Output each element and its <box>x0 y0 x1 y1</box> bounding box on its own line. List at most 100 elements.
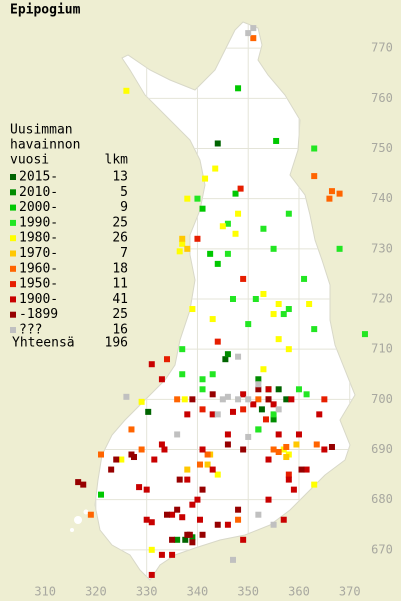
observation-square <box>158 441 165 448</box>
observation-square <box>232 230 239 237</box>
observation-square <box>255 426 262 433</box>
observation-square <box>224 250 231 257</box>
observation-square <box>235 85 242 92</box>
observation-square <box>87 511 94 518</box>
observation-square <box>214 471 221 478</box>
y-tick-label: 690 <box>371 442 393 456</box>
observation-square <box>311 326 318 333</box>
count-header: lkm <box>105 153 129 168</box>
observation-square <box>186 531 193 538</box>
observation-square <box>245 433 252 440</box>
observation-square <box>184 245 191 252</box>
observation-square <box>148 361 155 368</box>
observation-square <box>98 491 105 498</box>
observation-square <box>209 316 216 323</box>
observation-square <box>285 471 292 478</box>
observation-square <box>250 401 257 408</box>
observation-square <box>199 486 206 493</box>
observation-square <box>275 301 282 308</box>
observation-square <box>161 446 168 453</box>
observation-square <box>202 175 209 182</box>
observation-square <box>270 245 277 252</box>
legend-swatch <box>10 281 16 288</box>
y-tick-label: 760 <box>371 91 393 105</box>
legend-label: ??? <box>19 323 42 338</box>
observation-square <box>212 165 219 172</box>
observation-square <box>311 173 318 180</box>
observation-square <box>295 431 302 438</box>
legend-label: 2015- <box>19 170 58 185</box>
y-tick-label: 700 <box>371 392 393 406</box>
observation-square <box>245 30 252 37</box>
observation-square <box>240 446 247 453</box>
observation-square <box>328 443 335 450</box>
observation-square <box>204 451 211 458</box>
observation-square <box>250 25 257 32</box>
observation-square <box>98 451 105 458</box>
observation-square <box>255 396 262 403</box>
observation-square <box>237 185 244 192</box>
y-tick-label: 680 <box>371 492 393 506</box>
x-tick-label: 340 <box>187 585 209 599</box>
legend-label: 1970- <box>19 246 58 261</box>
observation-square <box>298 466 305 473</box>
observation-square <box>235 396 242 403</box>
observation-square <box>174 536 181 543</box>
observation-square <box>209 466 216 473</box>
observation-square <box>306 301 313 308</box>
x-tick-label: 370 <box>339 585 361 599</box>
legend-label: 1960- <box>19 261 58 276</box>
legend-swatch <box>10 235 16 242</box>
observation-square <box>219 396 226 403</box>
observation-square <box>143 516 150 523</box>
observation-square <box>283 396 290 403</box>
legend-count: 7 <box>120 246 128 261</box>
observation-square <box>235 353 242 360</box>
observation-square <box>235 506 242 513</box>
observation-square <box>265 396 272 403</box>
observation-square <box>214 411 221 418</box>
observation-square <box>224 521 231 528</box>
observation-square <box>209 391 216 398</box>
islands <box>70 509 89 532</box>
observation-square <box>189 539 196 546</box>
observation-square <box>163 511 170 518</box>
legend-label: 2000- <box>19 200 58 215</box>
legend-swatch <box>10 327 16 333</box>
legend-label: 2010- <box>19 185 58 200</box>
observation-square <box>169 536 176 543</box>
observation-square <box>328 188 335 195</box>
observation-square <box>176 476 183 483</box>
observation-square <box>275 386 282 393</box>
observation-square <box>245 321 252 328</box>
legend-count: 41 <box>112 292 128 307</box>
observation-square <box>240 536 247 543</box>
ticks: 310 320 330 340 350 360 370 670 680 690 700 710 720 7… <box>34 41 393 599</box>
observation-square <box>138 446 145 453</box>
legend-count: 26 <box>112 231 128 246</box>
observation-square <box>250 35 257 42</box>
observation-square <box>311 145 318 152</box>
observation-square <box>240 275 247 282</box>
observation-square <box>214 260 221 267</box>
observation-square <box>258 406 265 413</box>
legend-label: 1980- <box>19 231 58 246</box>
observation-square <box>285 306 292 313</box>
legend-swatch <box>10 265 16 272</box>
observation-square <box>181 396 188 403</box>
observation-square <box>194 235 201 242</box>
observation-square <box>184 466 191 473</box>
observation-square <box>270 521 277 528</box>
observation-square <box>219 223 226 230</box>
observation-square <box>184 411 191 418</box>
observation-square <box>224 220 231 227</box>
observation-square <box>179 346 186 353</box>
observation-square <box>199 376 206 383</box>
observation-square <box>151 456 158 463</box>
legend-swatch <box>10 250 16 257</box>
observation-square <box>158 551 165 558</box>
legend-swatch <box>10 174 16 180</box>
observation-square <box>182 536 189 543</box>
observation-square <box>179 235 186 242</box>
